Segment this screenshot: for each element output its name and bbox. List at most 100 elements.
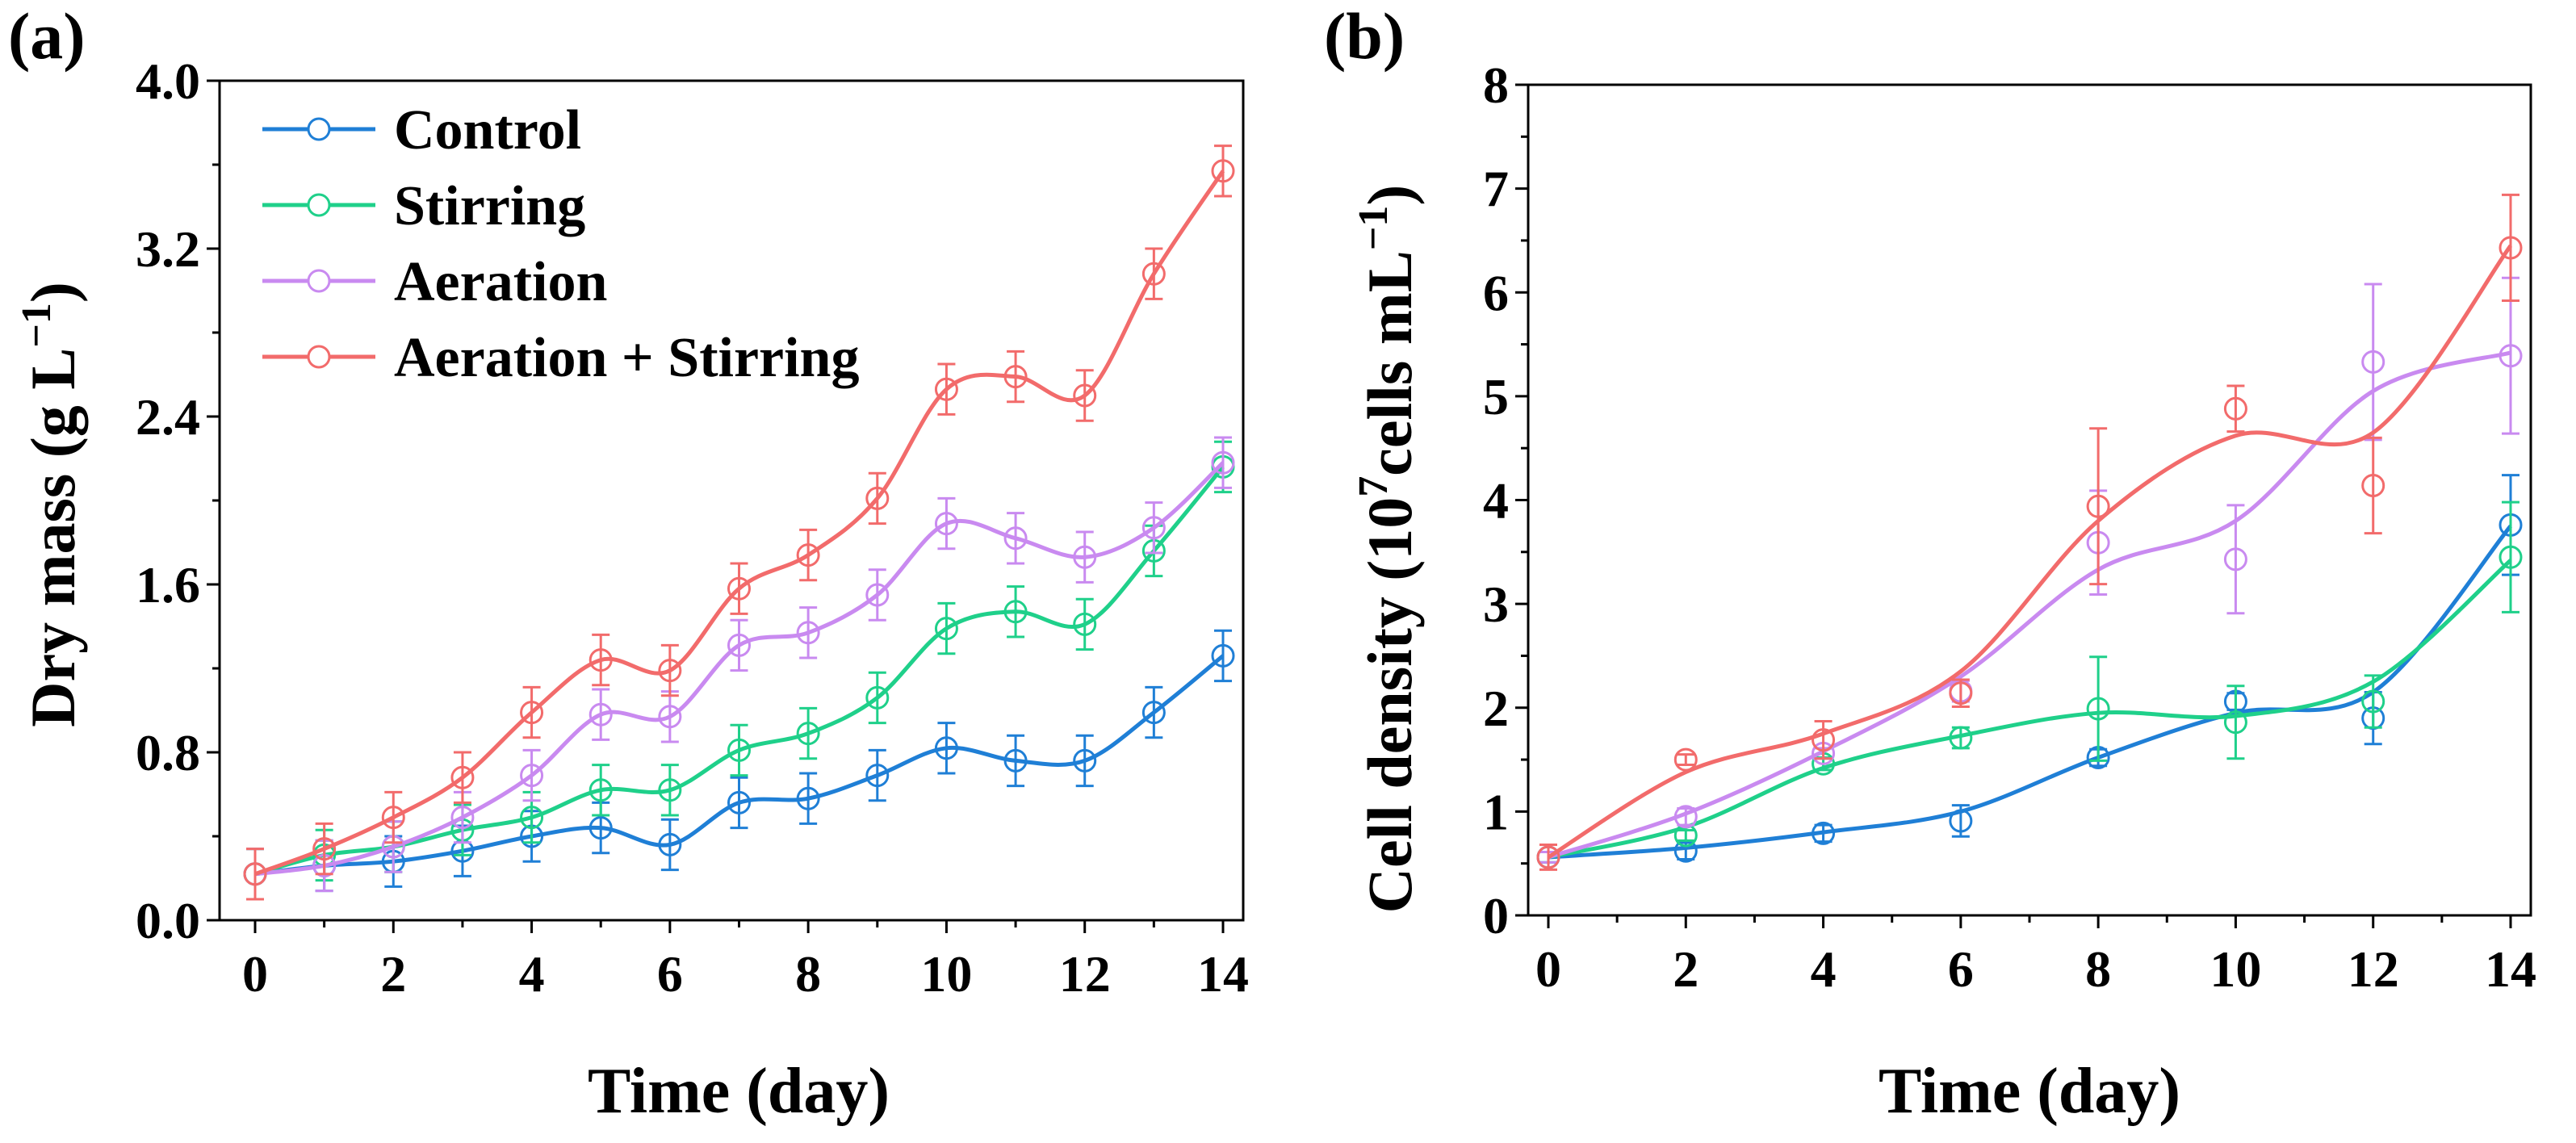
x-tick-label: 8 bbox=[795, 945, 821, 1003]
x-tick-label: 4 bbox=[519, 945, 545, 1003]
data-point bbox=[2361, 473, 2385, 497]
x-tick-label: 2 bbox=[380, 945, 406, 1003]
data-point bbox=[2223, 547, 2247, 572]
y-tick-label: 4.0 bbox=[136, 52, 200, 110]
data-point bbox=[589, 816, 613, 840]
data-point bbox=[1141, 516, 1166, 540]
x-tick-label: 6 bbox=[657, 945, 683, 1003]
panel-a-dry-mass-chart: (a) Time (day) Dry mass (g L−1) 0 2 4 6 8 10 1… bbox=[8, 0, 1249, 1127]
data-point bbox=[796, 722, 820, 746]
data-point bbox=[934, 736, 958, 760]
data-point bbox=[243, 862, 267, 886]
data-point bbox=[865, 685, 890, 710]
data-point bbox=[1211, 450, 1235, 475]
data-point bbox=[1949, 726, 1973, 750]
y-title-end: ) bbox=[18, 282, 88, 303]
data-point bbox=[1003, 526, 1028, 551]
data-point bbox=[658, 705, 682, 729]
data-point bbox=[1073, 383, 1097, 408]
y-tick-label: 1.6 bbox=[136, 556, 200, 613]
panel-b-y-axis-title: Cell density (107cells mL−1) bbox=[1351, 185, 1425, 914]
data-point bbox=[658, 778, 682, 802]
data-point bbox=[934, 512, 958, 536]
data-point bbox=[450, 765, 475, 789]
data-point bbox=[658, 659, 682, 683]
data-point bbox=[796, 786, 820, 810]
data-point bbox=[727, 576, 751, 601]
data-point bbox=[2223, 396, 2247, 421]
data-point bbox=[589, 702, 613, 726]
data-point bbox=[658, 832, 682, 856]
data-point bbox=[2499, 545, 2523, 569]
data-point bbox=[2361, 350, 2385, 374]
data-point bbox=[727, 633, 751, 657]
y-tick-label: 2.4 bbox=[136, 388, 200, 446]
legend-marker bbox=[307, 117, 331, 141]
legend-marker bbox=[307, 269, 331, 293]
panel-a-y-axis-title: Dry mass (g L−1) bbox=[14, 282, 88, 727]
data-point bbox=[2499, 344, 2523, 368]
data-point bbox=[1073, 612, 1097, 636]
data-point bbox=[1003, 365, 1028, 389]
x-tick-label: 12 bbox=[2348, 940, 2399, 998]
legend-label: Aeration bbox=[394, 251, 607, 313]
y-tick-label: 6 bbox=[1483, 264, 1509, 321]
x-tick-label: 10 bbox=[2209, 940, 2261, 998]
data-point bbox=[796, 621, 820, 645]
data-point bbox=[1812, 821, 1836, 845]
series-aeration bbox=[243, 436, 1235, 901]
y-tick-label: 8 bbox=[1483, 57, 1509, 114]
series-aeration-stirring bbox=[1536, 193, 2523, 871]
x-tick-label: 14 bbox=[1197, 945, 1249, 1003]
x-tick-label: 0 bbox=[1535, 940, 1561, 998]
series-aeration bbox=[1536, 276, 2523, 869]
data-point bbox=[1211, 159, 1235, 183]
data-point bbox=[589, 648, 613, 672]
plot-frame bbox=[1527, 83, 2532, 917]
legend-label: Stirring bbox=[394, 175, 585, 237]
data-point bbox=[2223, 710, 2247, 735]
data-point bbox=[1949, 809, 1973, 833]
data-point bbox=[520, 806, 544, 830]
x-tick-label: 10 bbox=[920, 945, 972, 1003]
legend-label: Aeration + Stirring bbox=[394, 327, 859, 389]
y-title-end: ) bbox=[1355, 185, 1425, 206]
data-point bbox=[865, 764, 890, 788]
data-point bbox=[1211, 643, 1235, 668]
data-point bbox=[934, 617, 958, 641]
legend-label: Control bbox=[394, 99, 581, 161]
data-point bbox=[865, 486, 890, 510]
y-tick-label: 0.0 bbox=[136, 892, 200, 949]
x-tick-label: 14 bbox=[2485, 940, 2536, 998]
y-tick-label: 2 bbox=[1483, 680, 1509, 737]
y-title-main: Cell density (10 bbox=[1355, 497, 1425, 914]
data-point bbox=[381, 806, 405, 830]
x-tick-label: 8 bbox=[2085, 940, 2111, 998]
y-title-sup: −1 bbox=[14, 303, 60, 348]
data-point bbox=[312, 837, 337, 861]
data-point bbox=[2086, 697, 2110, 721]
panel-a-x-axis-title: Time (day) bbox=[588, 1056, 890, 1127]
data-point bbox=[1003, 748, 1028, 772]
y-title-mid: cells mL bbox=[1355, 250, 1425, 475]
x-tick-label: 6 bbox=[1948, 940, 1974, 998]
data-point bbox=[1141, 262, 1166, 286]
data-point bbox=[1949, 681, 1973, 705]
y-tick-label: 0.8 bbox=[136, 724, 200, 781]
data-point bbox=[520, 764, 544, 788]
series-line bbox=[254, 465, 1225, 877]
panel-b-cell-density-chart: (b) Time (day) Cell density (107cells mL… bbox=[1324, 0, 2536, 1127]
data-point bbox=[2499, 236, 2523, 260]
series-line bbox=[1547, 244, 2513, 860]
panel-b-label: (b) bbox=[1324, 0, 1405, 73]
x-tick-label: 2 bbox=[1673, 940, 1698, 998]
data-point bbox=[2361, 689, 2385, 714]
data-point bbox=[727, 790, 751, 814]
data-point bbox=[1673, 805, 1698, 829]
x-tick-label: 0 bbox=[242, 945, 268, 1003]
data-point bbox=[589, 778, 613, 802]
legend-marker bbox=[307, 193, 331, 217]
y-tick-label: 3.2 bbox=[136, 220, 200, 278]
data-point bbox=[796, 543, 820, 567]
data-point bbox=[1073, 748, 1097, 772]
